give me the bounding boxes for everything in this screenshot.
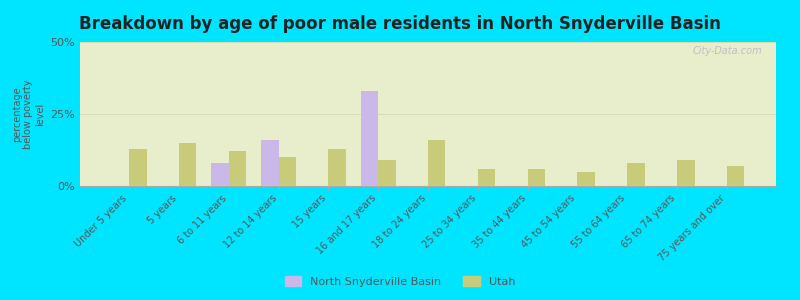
Bar	[129, 148, 146, 186]
Bar	[328, 148, 346, 186]
Bar	[727, 166, 744, 186]
Bar	[478, 169, 495, 186]
Bar	[179, 143, 196, 186]
Bar	[578, 172, 595, 186]
Bar	[211, 163, 229, 186]
Bar	[528, 169, 545, 186]
Text: City-Data.com: City-Data.com	[693, 46, 762, 56]
Y-axis label: percentage
below poverty
level: percentage below poverty level	[12, 79, 45, 149]
Bar	[261, 140, 278, 186]
Bar	[229, 152, 246, 186]
Bar	[428, 140, 446, 186]
Bar	[627, 163, 645, 186]
Bar	[361, 91, 378, 186]
Legend: North Snyderville Basin, Utah: North Snyderville Basin, Utah	[280, 272, 520, 291]
Bar	[677, 160, 694, 186]
Bar	[278, 157, 296, 186]
Bar	[378, 160, 396, 186]
Text: Breakdown by age of poor male residents in North Snyderville Basin: Breakdown by age of poor male residents …	[79, 15, 721, 33]
